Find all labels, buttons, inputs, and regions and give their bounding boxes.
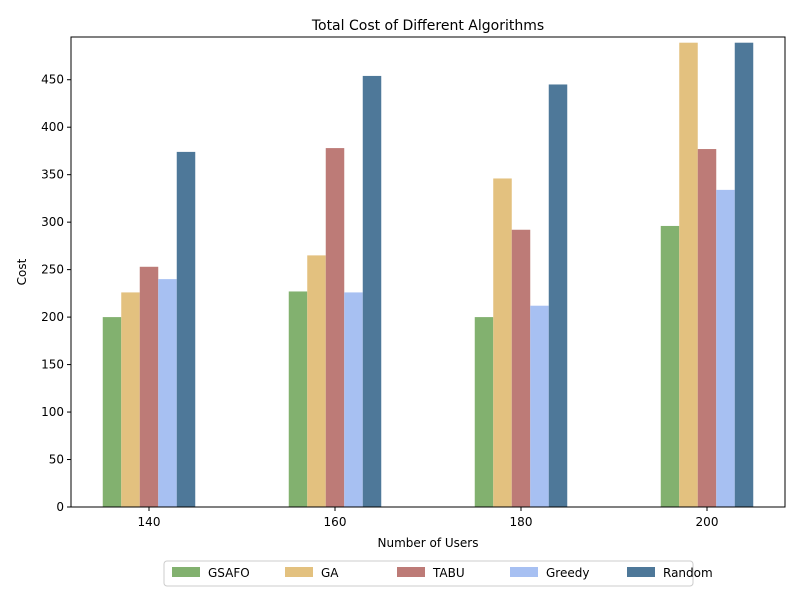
bar-greedy-180 [530, 305, 549, 507]
y-axis-label: Cost [15, 258, 29, 285]
x-tick-label: 200 [696, 515, 719, 529]
legend-swatch-ga [285, 567, 313, 577]
bar-tabu-180 [511, 229, 531, 507]
legend-label-ga: GA [321, 566, 339, 580]
legend: GSAFO GA TABU Greedy Random [163, 560, 713, 587]
y-ticks: 0 50 100 150 200 250 300 350 400 450 [41, 73, 71, 514]
y-tick-label: 300 [41, 215, 64, 229]
x-tick-label: 160 [324, 515, 347, 529]
bar-greedy-200 [716, 189, 735, 507]
plot-frame [70, 36, 786, 508]
y-tick-label: 150 [41, 358, 64, 372]
bar-tabu-160 [325, 148, 345, 507]
bar-greedy-140 [158, 279, 177, 507]
legend-swatch-random [627, 567, 655, 577]
x-tick-label: 180 [510, 515, 533, 529]
legend-label-greedy: Greedy [546, 566, 589, 580]
bar-gsafo-180 [474, 317, 494, 507]
bar-greedy-160 [344, 292, 363, 507]
bars-layer [102, 42, 754, 508]
legend-swatch-gsafo [172, 567, 200, 577]
bar-random-160 [362, 75, 382, 508]
chart-title: Total Cost of Different Algorithms [311, 18, 544, 34]
legend-label-random: Random [663, 566, 713, 580]
legend-label-gsafo: GSAFO [208, 566, 250, 580]
bar-random-140 [176, 151, 196, 507]
y-tick-label: 450 [41, 73, 64, 87]
bar-random-200 [734, 42, 754, 507]
bar-ga-200 [679, 42, 698, 507]
bar-gsafo-160 [288, 291, 308, 507]
legend-swatch-tabu [397, 567, 425, 577]
x-ticks: 140 160 180 200 [138, 507, 719, 529]
bar-ga-160 [307, 255, 326, 507]
bar-random-180 [548, 84, 568, 507]
x-axis-label: Number of Users [377, 536, 478, 550]
y-tick-label: 250 [41, 263, 64, 277]
axes-layer [70, 36, 786, 508]
y-tick-label: 200 [41, 310, 64, 324]
y-tick-label: 100 [41, 405, 64, 419]
bar-gsafo-140 [102, 317, 122, 507]
y-tick-label: 50 [49, 453, 64, 467]
y-tick-label: 350 [41, 168, 64, 182]
x-tick-label: 140 [138, 515, 161, 529]
y-tick-label: 0 [56, 500, 64, 514]
bar-ga-180 [493, 178, 512, 507]
bar-gsafo-200 [660, 225, 680, 507]
bar-tabu-140 [139, 266, 159, 507]
y-tick-label: 400 [41, 120, 64, 134]
bar-ga-140 [121, 292, 140, 507]
legend-label-tabu: TABU [432, 566, 465, 580]
legend-swatch-greedy [510, 567, 538, 577]
bar-tabu-200 [697, 149, 717, 508]
